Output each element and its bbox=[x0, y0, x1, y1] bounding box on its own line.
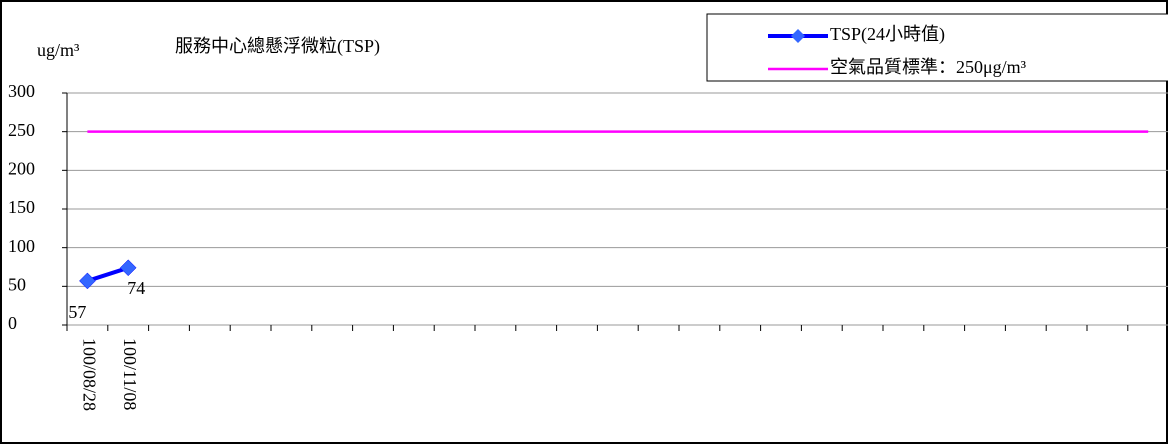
y-axis-label: ug/m³ bbox=[37, 40, 80, 60]
y-tick-label: 0 bbox=[8, 313, 17, 333]
chart-title: 服務中心總懸浮微粒(TSP) bbox=[175, 36, 380, 57]
y-tick-label: 250 bbox=[8, 120, 35, 140]
legend-label: 空氣品質標準：250μg/m³ bbox=[830, 57, 1027, 77]
x-tick-label: 100/08/28 bbox=[79, 338, 99, 411]
x-tick-label: 100/11/08 bbox=[120, 338, 140, 410]
y-tick-label: 150 bbox=[8, 197, 35, 217]
marker bbox=[119, 259, 137, 277]
y-tick-label: 100 bbox=[8, 236, 35, 256]
series-line bbox=[86, 265, 129, 283]
y-tick-label: 300 bbox=[8, 81, 35, 101]
y-tick-label: 200 bbox=[8, 158, 35, 178]
y-tick-label: 50 bbox=[8, 274, 26, 294]
legend-marker bbox=[791, 29, 805, 43]
data-label: 57 bbox=[68, 302, 86, 322]
marker bbox=[79, 272, 96, 290]
data-label: 74 bbox=[127, 278, 145, 298]
legend-label: TSP(24小時值) bbox=[830, 24, 945, 45]
